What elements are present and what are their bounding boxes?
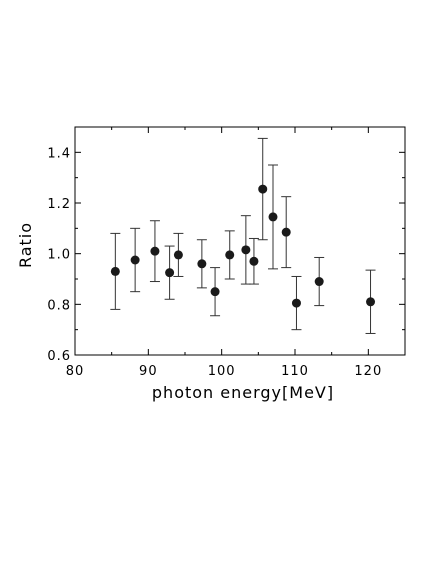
data-point — [210, 287, 220, 297]
y-tick-label: 1.4 — [47, 146, 71, 161]
data-point — [197, 259, 207, 269]
data-point — [258, 184, 268, 194]
data-point — [130, 255, 140, 265]
x-tick-label: 110 — [281, 364, 309, 379]
labels-layer: 80 90 100 110 120 0.6 0.8 1.0 1.2 1.4 — [47, 146, 382, 379]
data-point — [150, 246, 160, 256]
y-tick-label: 1.0 — [47, 248, 71, 263]
data-point — [249, 256, 259, 266]
data-point — [110, 266, 120, 276]
y-axis-title: Ratio — [16, 222, 35, 268]
data-point — [241, 245, 251, 255]
plot-frame — [74, 126, 406, 356]
data-point — [366, 297, 376, 307]
x-tick-label: 80 — [66, 364, 85, 379]
y-tick-label: 0.8 — [47, 298, 71, 313]
data-point — [281, 227, 291, 237]
x-tick-label: 120 — [354, 364, 382, 379]
data-point — [268, 212, 278, 222]
data-point — [314, 277, 324, 287]
y-tick-label: 0.6 — [47, 349, 71, 364]
errorbars-layer — [110, 137, 376, 334]
data-point — [291, 298, 301, 308]
x-tick-label: 100 — [208, 364, 236, 379]
points-layer — [110, 184, 376, 308]
data-point — [225, 250, 235, 260]
y-tick-label: 1.2 — [47, 197, 71, 212]
x-axis-title: photon energy[MeV] — [152, 383, 334, 402]
ticks-layer — [74, 127, 405, 356]
data-point — [173, 250, 183, 260]
data-point — [165, 268, 175, 278]
x-tick-label: 90 — [139, 364, 158, 379]
